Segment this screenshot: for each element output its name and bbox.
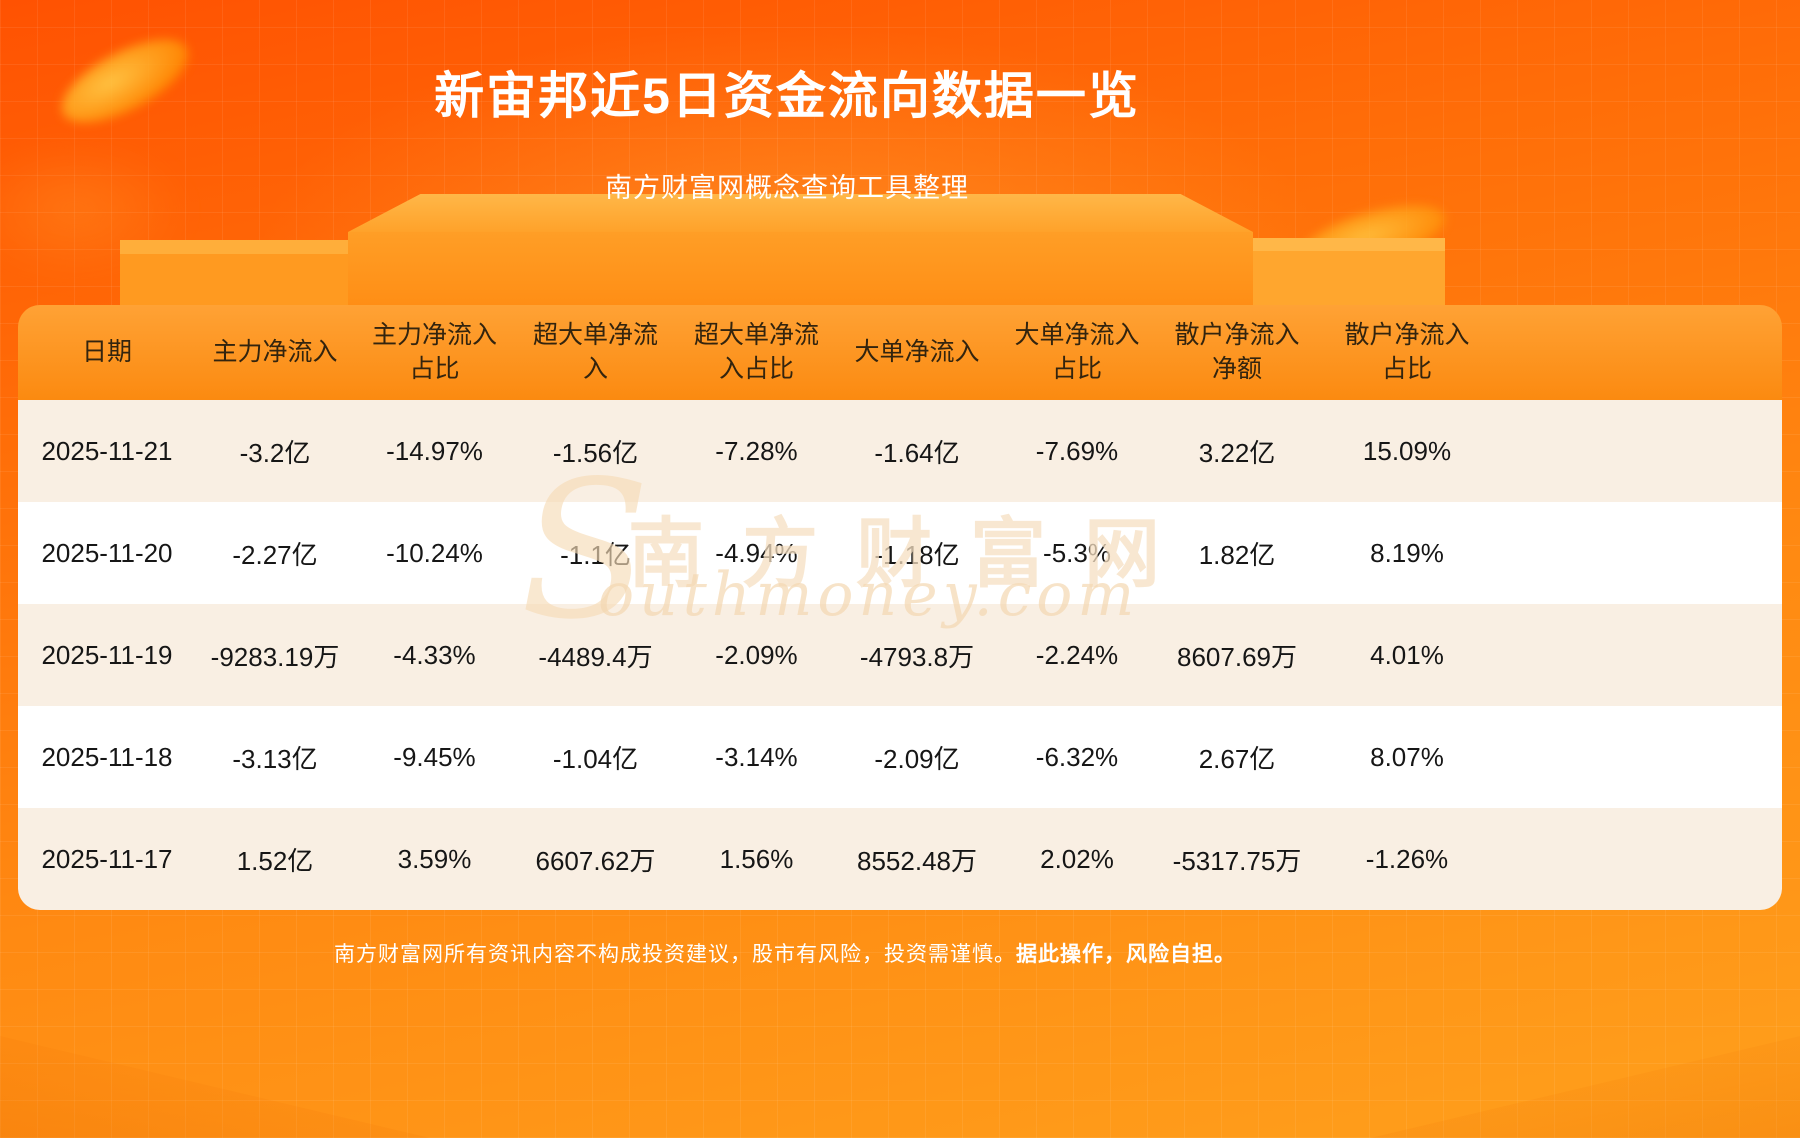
value-cell: -4.94% (715, 537, 798, 568)
column-header-8: 散户净流入 占比 (1344, 320, 1470, 383)
value-cell: -4.33% (393, 639, 476, 670)
value-cell: -5.3% (1043, 537, 1111, 568)
value-cell: -7.28% (715, 435, 798, 466)
table-row: 2025-11-20 -2.27亿 -10.24% -1.1亿 -4.94% -1.18亿… (18, 502, 1782, 604)
date-cell: 2025-11-17 (41, 843, 173, 874)
value-cell: 4.01% (1370, 639, 1444, 670)
fund-flow-table: 日期 主力净流入 主力净流入 占比 超大单净流 入超大单净流 入占比 大单净流入 大单净流… (18, 305, 1782, 910)
podium-right-front (1253, 251, 1445, 310)
value-cell: -1.26% (1365, 843, 1449, 874)
value-cell: -2.09亿 (874, 743, 960, 774)
podium-left-front (120, 254, 348, 310)
table-row: 2025-11-21 -3.2亿 -14.97% -1.56亿 -7.28% -1.64亿… (18, 400, 1782, 502)
value-cell: -5317.75万 (1172, 845, 1302, 876)
podium-center-front (348, 232, 1253, 310)
value-cell: -4793.8万 (859, 641, 975, 672)
value-cell: -2.09% (715, 639, 798, 670)
value-cell: -3.14% (715, 741, 798, 772)
value-cell: 1.82亿 (1198, 539, 1276, 570)
value-cell: -2.24% (1035, 639, 1119, 670)
value-cell: -1.04亿 (552, 743, 639, 774)
value-cell: 8.19% (1370, 537, 1444, 568)
disclaimer-bold: 据此操作，风险自担。 (1016, 943, 1236, 966)
table-row: 2025-11-19 -9283.19万 -4.33% -4489.4万 -2.09% -… (18, 604, 1782, 706)
value-cell: 8552.48万 (857, 845, 977, 876)
value-cell: -3.13亿 (232, 743, 318, 774)
disclaimer-main: 南方财富网所有资讯内容不构成投资建议，股市有风险，投资需谨慎。 (334, 943, 1016, 966)
podium-left-top (120, 240, 348, 254)
column-header-5: 大单净流入 (854, 337, 980, 366)
value-cell: -1.1亿 (560, 539, 631, 570)
value-cell: 8.07% (1370, 741, 1444, 772)
value-cell: -1.64亿 (874, 437, 960, 468)
value-cell: 2.67亿 (1198, 743, 1276, 774)
table-row: 2025-11-18 -3.13亿 -9.45% -1.04亿 -3.14% -2.09亿… (18, 706, 1782, 808)
value-cell: 1.52亿 (236, 845, 314, 876)
column-header-1: 主力净流入 (212, 337, 338, 366)
value-cell: 15.09% (1362, 435, 1452, 466)
value-cell: -10.24% (386, 537, 483, 568)
page-subtitle: 南方财富网概念查询工具整理 (605, 173, 969, 203)
value-cell: 6607.62万 (535, 845, 656, 876)
value-cell: -14.97% (386, 435, 483, 466)
header-block: 新宙邦近5日资金流向数据一览 南方财富网概念查询工具整理 (137, 0, 1437, 205)
value-cell: 3.59% (397, 843, 472, 874)
table-row: 2025-11-17 1.52亿 3.59% 6607.62万 1.56% 8552.48… (18, 808, 1782, 910)
value-cell: -1.18亿 (874, 539, 960, 570)
date-cell: 2025-11-19 (41, 639, 173, 670)
value-cell: -3.2亿 (239, 437, 311, 468)
column-header-7: 散户净流入 净额 (1174, 320, 1300, 383)
value-cell: -7.69% (1035, 435, 1119, 466)
value-cell: -9.45% (393, 741, 476, 772)
value-cell: -1.56亿 (552, 437, 639, 468)
date-cell: 2025-11-18 (41, 741, 173, 772)
value-cell: -4489.4万 (538, 641, 653, 672)
page-title: 新宙邦近5日资金流向数据一览 (434, 68, 1140, 124)
value-cell: -2.27亿 (232, 539, 318, 570)
column-header-6: 大单净流入 占比 (1014, 320, 1140, 383)
column-header-4: 超大单净流 入占比 (693, 320, 819, 383)
date-cell: 2025-11-21 (41, 435, 173, 466)
column-header-2: 主力净流入 占比 (371, 320, 497, 383)
date-cell: 2025-11-20 (41, 537, 173, 568)
value-cell: 3.22亿 (1198, 437, 1276, 468)
value-cell: 2.02% (1040, 843, 1114, 874)
column-header-0: 日期 (81, 337, 132, 366)
disclaimer: 南方财富网所有资讯内容不构成投资建议，股市有风险，投资需谨慎。据此操作，风险自担… (0, 938, 1570, 968)
value-cell: 1.56% (719, 843, 794, 874)
value-cell: -9283.19万 (210, 641, 340, 672)
table-body: 2025-11-21 -3.2亿 -14.97% -1.56亿 -7.28% -1.64亿… (18, 400, 1782, 910)
table-header-row: 日期 主力净流入 主力净流入 占比 超大单净流 入超大单净流 入占比 大单净流入 大单净流… (18, 305, 1782, 400)
podium-center-top (348, 194, 1253, 232)
podium-right-top (1253, 238, 1445, 251)
value-cell: 8607.69万 (1177, 641, 1297, 672)
value-cell: -6.32% (1035, 741, 1119, 772)
column-header-3: 超大单净流 入 (532, 320, 658, 383)
